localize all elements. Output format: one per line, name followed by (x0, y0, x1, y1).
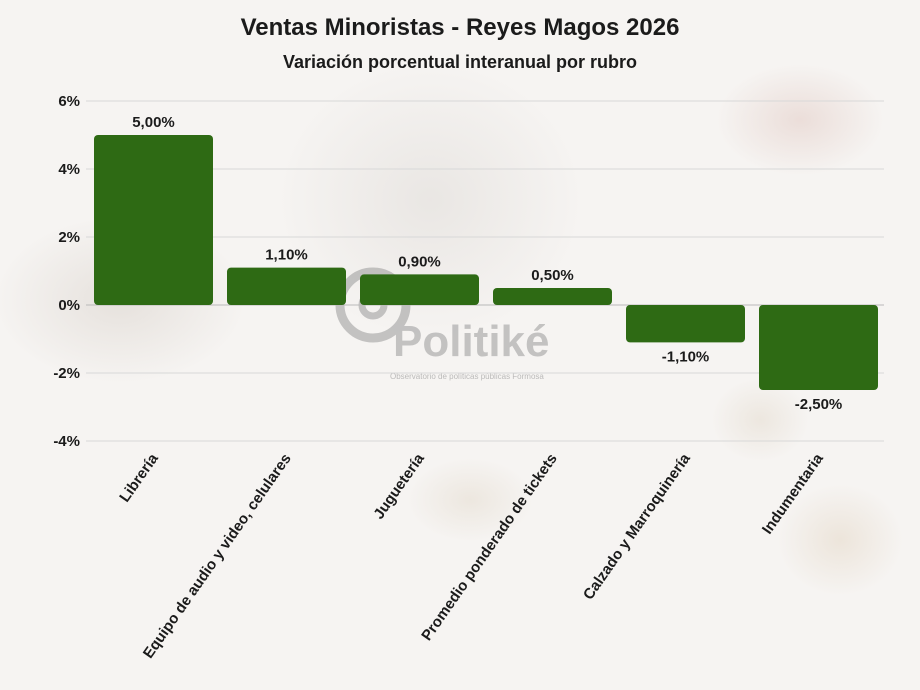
bar (626, 305, 745, 343)
x-tick-label: Calzado y Marroquinería (580, 450, 694, 603)
y-tick-label: -2% (53, 365, 80, 382)
value-label: 0,90% (398, 253, 441, 270)
y-axis-ticks: 6% 4% 2% 0% -2% -4% (53, 93, 80, 450)
value-label: -2,50% (795, 396, 843, 413)
y-tick-label: 0% (58, 297, 80, 314)
x-tick-label: Indumentaria (759, 450, 827, 537)
bar (94, 135, 213, 305)
bars (94, 135, 878, 390)
bar (759, 305, 878, 390)
value-label: 1,10% (265, 247, 308, 264)
y-tick-label: -4% (53, 433, 80, 450)
y-tick-label: 4% (58, 161, 80, 178)
x-tick-label: Juguetería (370, 450, 428, 522)
chart-subtitle: Variación porcentual interanual por rubr… (282, 52, 638, 72)
x-tick-label: Librería (116, 450, 162, 505)
gridlines (86, 100, 884, 442)
x-tick-label: Equipo de audio y video, celulares (140, 451, 295, 662)
x-tick-label: Promedio ponderado de tickets (418, 451, 561, 644)
value-labels: 5,00% 1,10% 0,90% 0,50% -1,10% -2,50% (132, 114, 842, 413)
y-tick-label: 2% (58, 229, 80, 246)
bar (360, 274, 479, 305)
chart-title: Ventas Minoristas - Reyes Magos 2026 (240, 14, 680, 41)
watermark-tagline: Observatorio de políticas públicas Formo… (390, 372, 544, 381)
watermark-brand: Politiké (393, 317, 550, 366)
value-label: 5,00% (132, 114, 175, 131)
value-label: 0,50% (531, 267, 574, 284)
y-tick-label: 6% (58, 93, 80, 110)
bar (493, 288, 612, 305)
bar (227, 267, 346, 305)
value-label: -1,10% (662, 348, 710, 365)
